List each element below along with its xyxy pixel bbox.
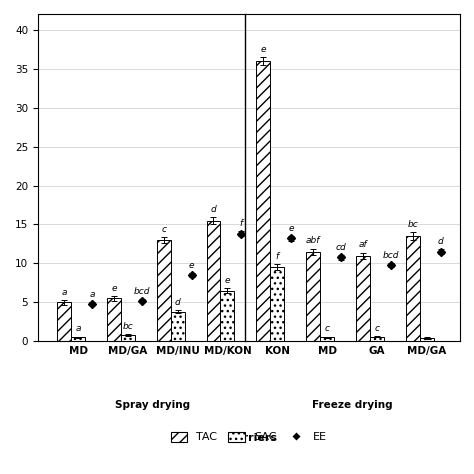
Bar	[419, 338, 434, 341]
Text: e: e	[289, 224, 294, 233]
Text: c: c	[374, 324, 379, 333]
Text: d: d	[438, 237, 444, 246]
Text: Spray drying: Spray drying	[115, 400, 190, 410]
Bar	[121, 335, 135, 341]
Text: e: e	[111, 284, 117, 293]
Text: Carriers: Carriers	[228, 433, 277, 443]
Text: c: c	[161, 225, 166, 234]
Text: bcd: bcd	[134, 287, 150, 296]
Text: d: d	[210, 205, 216, 214]
Text: bcd: bcd	[383, 251, 399, 260]
Bar	[157, 240, 171, 341]
Text: a: a	[75, 325, 81, 334]
Text: bc: bc	[122, 322, 133, 331]
Bar	[71, 337, 85, 341]
Text: c: c	[325, 325, 329, 334]
Text: af: af	[359, 240, 367, 249]
Text: Freeze drying: Freeze drying	[311, 400, 392, 410]
Text: e: e	[189, 261, 194, 270]
Bar	[207, 220, 220, 341]
Bar	[256, 61, 270, 341]
Bar	[270, 267, 284, 341]
Bar	[370, 337, 384, 341]
Bar	[171, 312, 184, 341]
Bar	[107, 299, 121, 341]
Text: e: e	[261, 45, 266, 54]
Legend: TAC, SAC, EE: TAC, SAC, EE	[166, 427, 331, 447]
Text: bc: bc	[407, 220, 418, 229]
Bar	[406, 236, 419, 341]
Text: f: f	[276, 252, 279, 261]
Bar	[57, 302, 71, 341]
Bar	[220, 291, 235, 341]
Text: e: e	[225, 276, 230, 285]
Bar	[320, 337, 334, 341]
Text: f: f	[240, 219, 243, 228]
Text: a: a	[89, 290, 95, 299]
Text: abf: abf	[306, 237, 320, 246]
Bar	[356, 255, 370, 341]
Text: a: a	[61, 288, 67, 297]
Text: d: d	[175, 298, 181, 307]
Text: cd: cd	[336, 243, 346, 252]
Bar	[306, 252, 320, 341]
